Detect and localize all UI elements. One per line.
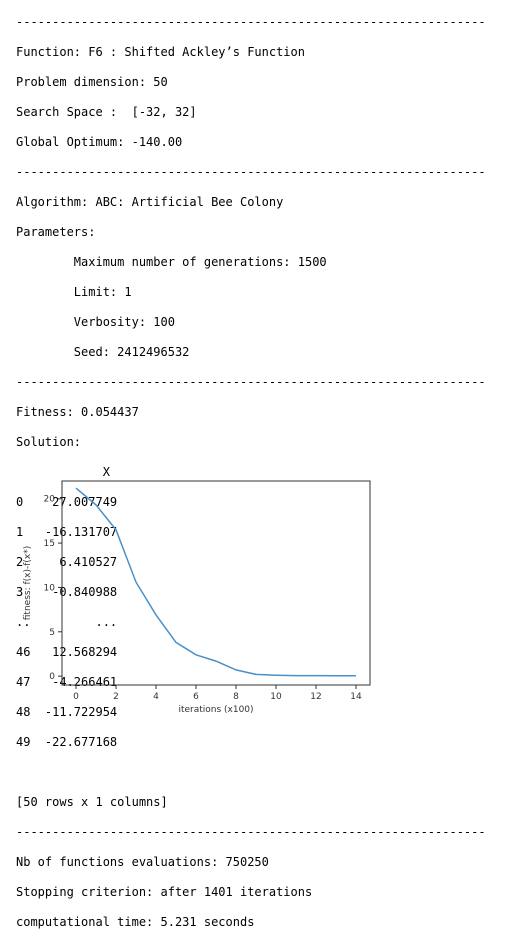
console-output: ----------------------------------------… xyxy=(16,0,486,945)
function-line: Function: F6 : Shifted Ackley’s Function xyxy=(16,45,305,59)
separator-2: ----------------------------------------… xyxy=(16,165,486,179)
algorithm-line: Algorithm: ABC: Artificial Bee Colony xyxy=(16,195,284,209)
param-limit: Limit: 1 xyxy=(16,285,132,299)
solution-row: 1 -16.131707 xyxy=(16,525,118,539)
solution-row: 48 -11.722954 xyxy=(16,705,118,719)
fitness-chart: 0 2 4 6 8 10 12 14 0 5 10 15 20 iterations (x100) f… xyxy=(23,480,371,715)
global-optimum-line: Global Optimum: -140.00 xyxy=(16,135,183,149)
shape-line: [50 rows x 1 columns] xyxy=(16,795,168,809)
evaluations-line: Nb of functions evaluations: 750250 xyxy=(16,855,269,869)
y-tick-label: 5 xyxy=(49,628,55,638)
fitness-line: Fitness: 0.054437 xyxy=(16,405,139,419)
y-ticks: 0 5 10 15 20 xyxy=(44,495,62,682)
solution-row: 0 27.007749 xyxy=(16,495,118,509)
plot-frame xyxy=(61,480,371,686)
param-verbosity: Verbosity: 100 xyxy=(16,315,175,329)
x-tick-label: 0 xyxy=(73,692,79,702)
x-tick-label: 10 xyxy=(270,692,282,702)
x-ticks: 0 2 4 6 8 10 12 14 xyxy=(73,685,362,702)
solution-column-header: X xyxy=(16,465,110,479)
solution-row: 2 6.410527 xyxy=(16,555,118,569)
blank-line xyxy=(16,765,486,780)
dimension-line: Problem dimension: 50 xyxy=(16,75,168,89)
x-tick-label: 12 xyxy=(310,692,321,702)
y-tick-label: 20 xyxy=(44,495,56,505)
solution-row: 46 12.568294 xyxy=(16,645,118,659)
separator-4: ----------------------------------------… xyxy=(16,825,486,839)
param-seed: Seed: 2412496532 xyxy=(16,345,190,359)
param-max-generations: Maximum number of generations: 1500 xyxy=(16,255,327,269)
time-line: computational time: 5.231 seconds xyxy=(16,915,255,929)
parameters-label: Parameters: xyxy=(16,225,96,239)
y-axis-label: fitness: f(x)-f(x*) xyxy=(23,546,33,621)
x-tick-label: 8 xyxy=(233,692,239,702)
solution-row: 3 -0.840988 xyxy=(16,585,118,599)
y-tick-label: 0 xyxy=(49,672,55,682)
x-axis-label: iterations (x100) xyxy=(178,705,253,715)
separator-3: ----------------------------------------… xyxy=(16,375,486,389)
fitness-series-line xyxy=(75,487,356,677)
x-tick-label: 14 xyxy=(350,692,362,702)
y-tick-label: 10 xyxy=(44,583,56,593)
x-tick-label: 4 xyxy=(153,692,159,702)
solution-row-ellipsis: .. ... xyxy=(16,615,118,629)
search-space-line: Search Space : [-32, 32] xyxy=(16,105,197,119)
solution-row: 49 -22.677168 xyxy=(16,735,118,749)
y-tick-label: 15 xyxy=(44,539,55,549)
separator-1: ----------------------------------------… xyxy=(16,15,486,29)
stopping-line: Stopping criterion: after 1401 iteration… xyxy=(16,885,313,899)
x-tick-label: 2 xyxy=(113,692,119,702)
x-tick-label: 6 xyxy=(193,692,199,702)
solution-label: Solution: xyxy=(16,435,82,449)
